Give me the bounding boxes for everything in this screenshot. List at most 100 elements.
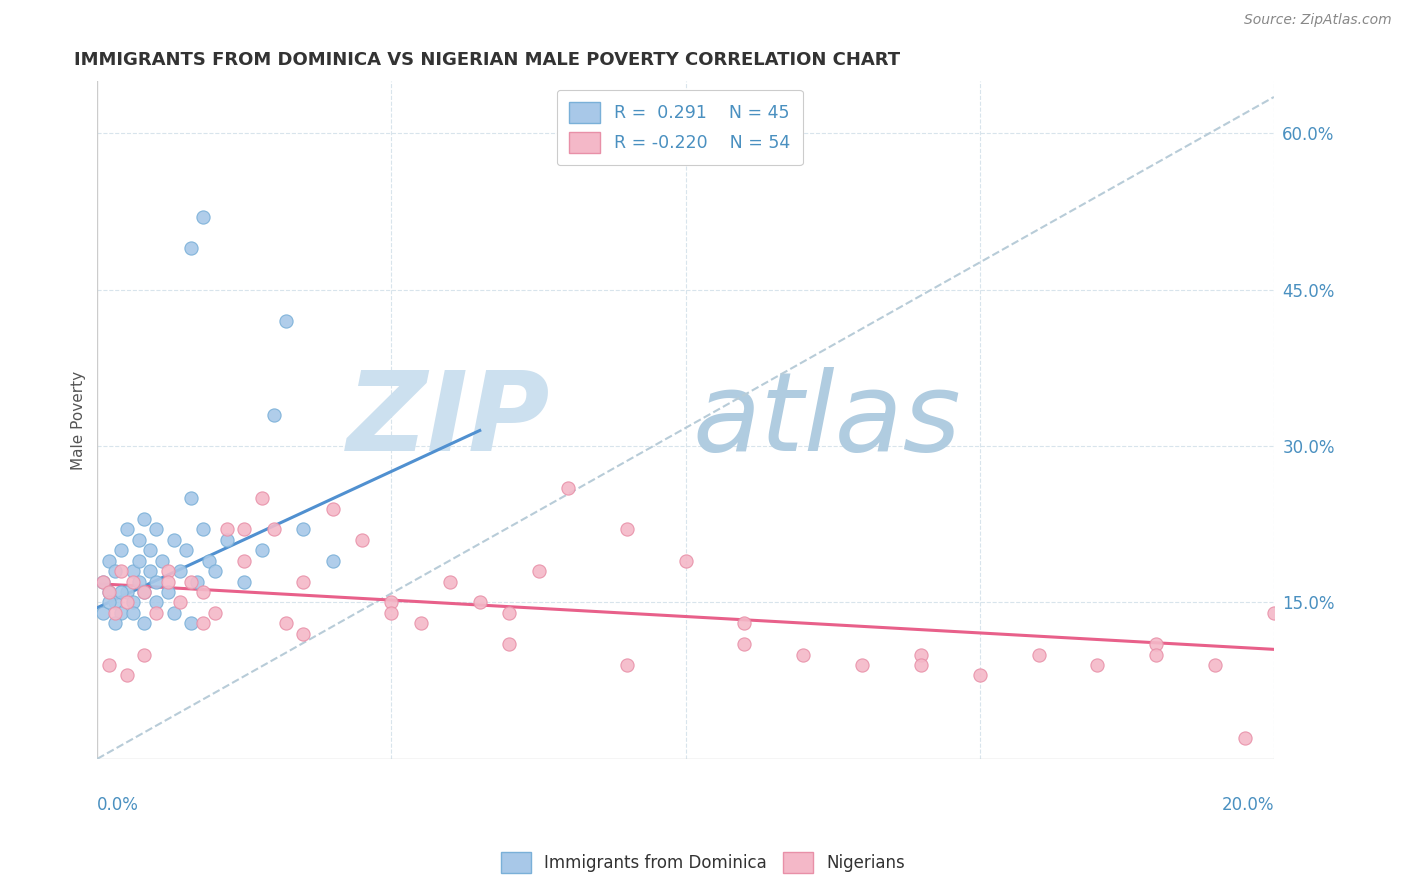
Point	[380, 606, 402, 620]
Point	[98, 554, 121, 568]
Point	[91, 606, 114, 620]
Point	[134, 585, 156, 599]
Point	[1028, 648, 1050, 662]
Point	[380, 595, 402, 609]
Point	[156, 585, 179, 599]
Point	[180, 574, 202, 589]
Point	[134, 512, 156, 526]
Point	[250, 491, 273, 506]
Point	[274, 616, 297, 631]
Point	[91, 574, 114, 589]
Point	[193, 523, 215, 537]
Point	[104, 606, 127, 620]
Point	[98, 585, 121, 599]
Point	[616, 657, 638, 672]
Point	[292, 523, 315, 537]
Point	[263, 408, 285, 422]
Point	[233, 554, 256, 568]
Point	[468, 595, 491, 609]
Point	[174, 543, 197, 558]
Point	[180, 491, 202, 506]
Point	[733, 616, 755, 631]
Point	[193, 585, 215, 599]
Point	[110, 543, 132, 558]
Point	[134, 585, 156, 599]
Point	[104, 595, 127, 609]
Point	[156, 574, 179, 589]
Point	[145, 574, 167, 589]
Point	[98, 595, 121, 609]
Text: Source: ZipAtlas.com: Source: ZipAtlas.com	[1244, 13, 1392, 28]
Point	[498, 637, 520, 651]
Point	[169, 564, 191, 578]
Point	[792, 648, 814, 662]
Point	[204, 606, 226, 620]
Point	[263, 523, 285, 537]
Point	[274, 314, 297, 328]
Point	[104, 564, 127, 578]
Point	[322, 554, 344, 568]
Point	[675, 554, 697, 568]
Point	[128, 554, 150, 568]
Y-axis label: Male Poverty: Male Poverty	[72, 370, 86, 469]
Point	[139, 543, 162, 558]
Point	[169, 595, 191, 609]
Point	[134, 648, 156, 662]
Point	[527, 564, 550, 578]
Legend: Immigrants from Dominica, Nigerians: Immigrants from Dominica, Nigerians	[494, 846, 912, 880]
Point	[121, 564, 143, 578]
Text: 20.0%: 20.0%	[1222, 796, 1274, 814]
Point	[851, 657, 873, 672]
Text: ZIP: ZIP	[347, 367, 550, 474]
Point	[128, 574, 150, 589]
Point	[439, 574, 461, 589]
Point	[292, 626, 315, 640]
Point	[110, 606, 132, 620]
Point	[1144, 637, 1167, 651]
Point	[186, 574, 208, 589]
Point	[250, 543, 273, 558]
Point	[98, 657, 121, 672]
Point	[557, 481, 579, 495]
Point	[121, 595, 143, 609]
Point	[121, 606, 143, 620]
Point	[198, 554, 221, 568]
Text: atlas: atlas	[693, 367, 962, 474]
Point	[180, 616, 202, 631]
Point	[352, 533, 374, 547]
Point	[104, 616, 127, 631]
Point	[98, 585, 121, 599]
Point	[910, 648, 932, 662]
Text: IMMIGRANTS FROM DOMINICA VS NIGERIAN MALE POVERTY CORRELATION CHART: IMMIGRANTS FROM DOMINICA VS NIGERIAN MAL…	[75, 51, 900, 69]
Point	[233, 523, 256, 537]
Point	[233, 574, 256, 589]
Point	[215, 523, 238, 537]
Point	[115, 523, 138, 537]
Point	[733, 637, 755, 651]
Point	[910, 657, 932, 672]
Point	[409, 616, 432, 631]
Point	[139, 564, 162, 578]
Text: 0.0%: 0.0%	[97, 796, 139, 814]
Point	[616, 523, 638, 537]
Point	[145, 523, 167, 537]
Point	[145, 606, 167, 620]
Point	[121, 574, 143, 589]
Point	[1087, 657, 1109, 672]
Point	[193, 616, 215, 631]
Point	[1144, 648, 1167, 662]
Point	[969, 668, 991, 682]
Point	[1263, 606, 1285, 620]
Point	[110, 585, 132, 599]
Point	[115, 595, 138, 609]
Point	[115, 585, 138, 599]
Point	[1233, 731, 1256, 745]
Point	[193, 210, 215, 224]
Point	[134, 616, 156, 631]
Point	[1204, 657, 1226, 672]
Point	[292, 574, 315, 589]
Point	[163, 533, 186, 547]
Point	[115, 668, 138, 682]
Point	[145, 595, 167, 609]
Point	[215, 533, 238, 547]
